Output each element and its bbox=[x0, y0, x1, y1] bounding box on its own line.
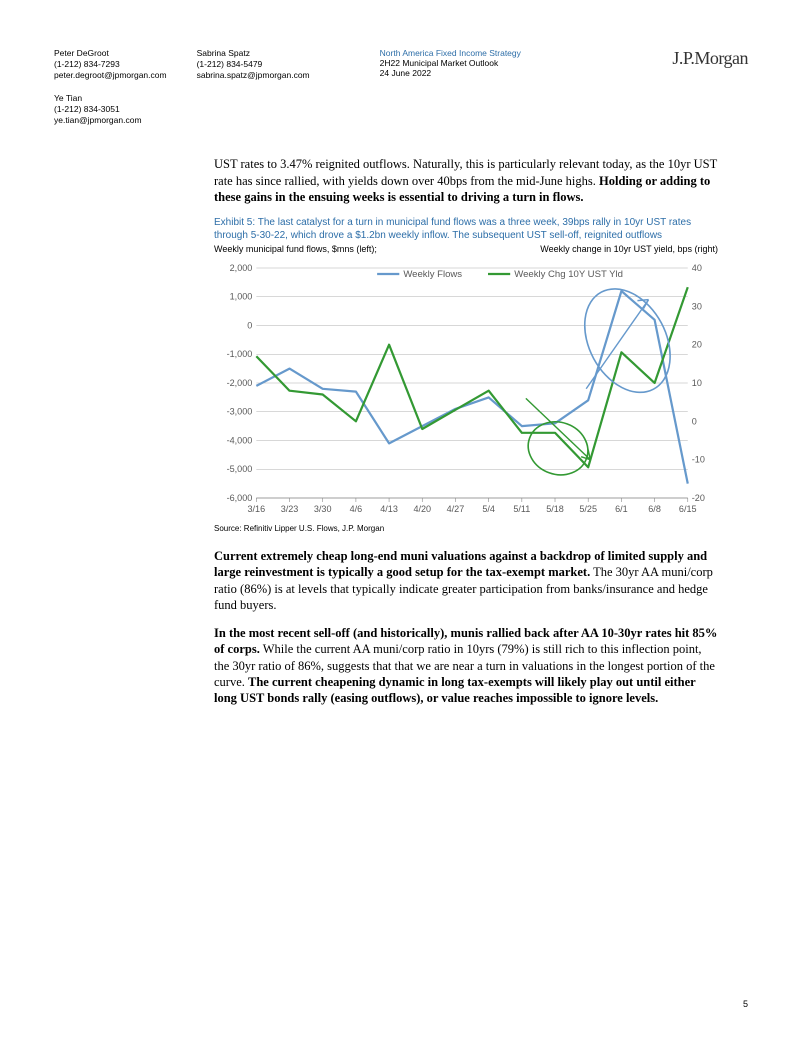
paragraph-1: UST rates to 3.47% reignited outflows. N… bbox=[214, 156, 718, 205]
svg-text:4/27: 4/27 bbox=[447, 504, 465, 514]
svg-text:-4,000: -4,000 bbox=[227, 435, 253, 445]
svg-text:Weekly Flows: Weekly Flows bbox=[403, 269, 462, 280]
main-content: UST rates to 3.47% reignited outflows. N… bbox=[214, 156, 718, 706]
header-row: Peter DeGroot (1-212) 834-7293 peter.deg… bbox=[54, 48, 748, 126]
author-block-3: Ye Tian (1-212) 834-3051 ye.tian@jpmorga… bbox=[54, 93, 310, 126]
author-phone: (1-212) 834-7293 bbox=[54, 59, 167, 70]
svg-text:4/13: 4/13 bbox=[380, 504, 398, 514]
author-email: ye.tian@jpmorgan.com bbox=[54, 115, 310, 126]
svg-text:3/30: 3/30 bbox=[314, 504, 332, 514]
author-name: Sabrina Spatz bbox=[197, 48, 310, 59]
author-email: sabrina.spatz@jpmorgan.com bbox=[197, 70, 310, 81]
exhibit-title: Exhibit 5: The last catalyst for a turn … bbox=[214, 217, 718, 242]
svg-text:10: 10 bbox=[692, 378, 702, 388]
chart-source: Source: Refinitiv Lipper U.S. Flows, J.P… bbox=[214, 524, 718, 534]
svg-text:5/18: 5/18 bbox=[546, 504, 564, 514]
svg-text:0: 0 bbox=[692, 416, 697, 426]
report-subtitle: 2H22 Municipal Market Outlook bbox=[380, 58, 521, 68]
svg-text:-10: -10 bbox=[692, 454, 705, 464]
svg-text:-1,000: -1,000 bbox=[227, 349, 253, 359]
svg-text:-20: -20 bbox=[692, 493, 705, 503]
svg-text:40: 40 bbox=[692, 263, 702, 273]
author-block-2: Sabrina Spatz (1-212) 834-5479 sabrina.s… bbox=[197, 48, 310, 81]
svg-text:0: 0 bbox=[247, 320, 252, 330]
svg-text:-6,000: -6,000 bbox=[227, 493, 253, 503]
para3-bold2: The current cheapening dynamic in long t… bbox=[214, 675, 695, 705]
svg-text:-5,000: -5,000 bbox=[227, 464, 253, 474]
svg-text:5/4: 5/4 bbox=[482, 504, 495, 514]
jpmorgan-logo: J.P.Morgan bbox=[672, 48, 748, 69]
page-number: 5 bbox=[743, 999, 748, 1009]
svg-text:20: 20 bbox=[692, 339, 702, 349]
svg-text:-3,000: -3,000 bbox=[227, 407, 253, 417]
svg-text:Weekly Chg 10Y UST Yld: Weekly Chg 10Y UST Yld bbox=[514, 269, 623, 280]
author-name: Peter DeGroot bbox=[54, 48, 167, 59]
paragraph-3: In the most recent sell-off (and histori… bbox=[214, 625, 718, 706]
svg-text:4/20: 4/20 bbox=[413, 504, 431, 514]
svg-text:3/16: 3/16 bbox=[248, 504, 266, 514]
svg-text:6/1: 6/1 bbox=[615, 504, 628, 514]
report-date: 24 June 2022 bbox=[380, 68, 521, 78]
chart-container: 2,000 1,000 0 -1,000 -2,000 -3,000 -4,000 -5,00… bbox=[214, 260, 718, 520]
author-name: Ye Tian bbox=[54, 93, 310, 104]
svg-text:6/8: 6/8 bbox=[648, 504, 661, 514]
svg-text:-2,000: -2,000 bbox=[227, 378, 253, 388]
svg-text:5/25: 5/25 bbox=[579, 504, 597, 514]
author-phone: (1-212) 834-3051 bbox=[54, 104, 310, 115]
svg-text:3/23: 3/23 bbox=[281, 504, 299, 514]
svg-text:30: 30 bbox=[692, 301, 702, 311]
author-email: peter.degroot@jpmorgan.com bbox=[54, 70, 167, 81]
left-axis-label: Weekly municipal fund flows, $mns (left)… bbox=[214, 244, 377, 256]
axis-label-row: Weekly municipal fund flows, $mns (left)… bbox=[214, 244, 718, 256]
author-block-1: Peter DeGroot (1-212) 834-7293 peter.deg… bbox=[54, 48, 167, 81]
right-axis-label: Weekly change in 10yr UST yield, bps (ri… bbox=[540, 244, 718, 256]
svg-text:4/6: 4/6 bbox=[350, 504, 363, 514]
page-header: Peter DeGroot (1-212) 834-7293 peter.deg… bbox=[54, 48, 748, 126]
report-info: North America Fixed Income Strategy 2H22… bbox=[380, 48, 521, 78]
svg-text:1,000: 1,000 bbox=[230, 292, 253, 302]
paragraph-2: Current extremely cheap long-end muni va… bbox=[214, 548, 718, 613]
svg-text:2,000: 2,000 bbox=[230, 263, 253, 273]
line-chart: 2,000 1,000 0 -1,000 -2,000 -3,000 -4,000 -5,00… bbox=[214, 260, 718, 520]
svg-text:6/15: 6/15 bbox=[679, 504, 697, 514]
report-title: North America Fixed Income Strategy bbox=[380, 48, 521, 58]
author-phone: (1-212) 834-5479 bbox=[197, 59, 310, 70]
svg-text:5/11: 5/11 bbox=[513, 504, 530, 514]
